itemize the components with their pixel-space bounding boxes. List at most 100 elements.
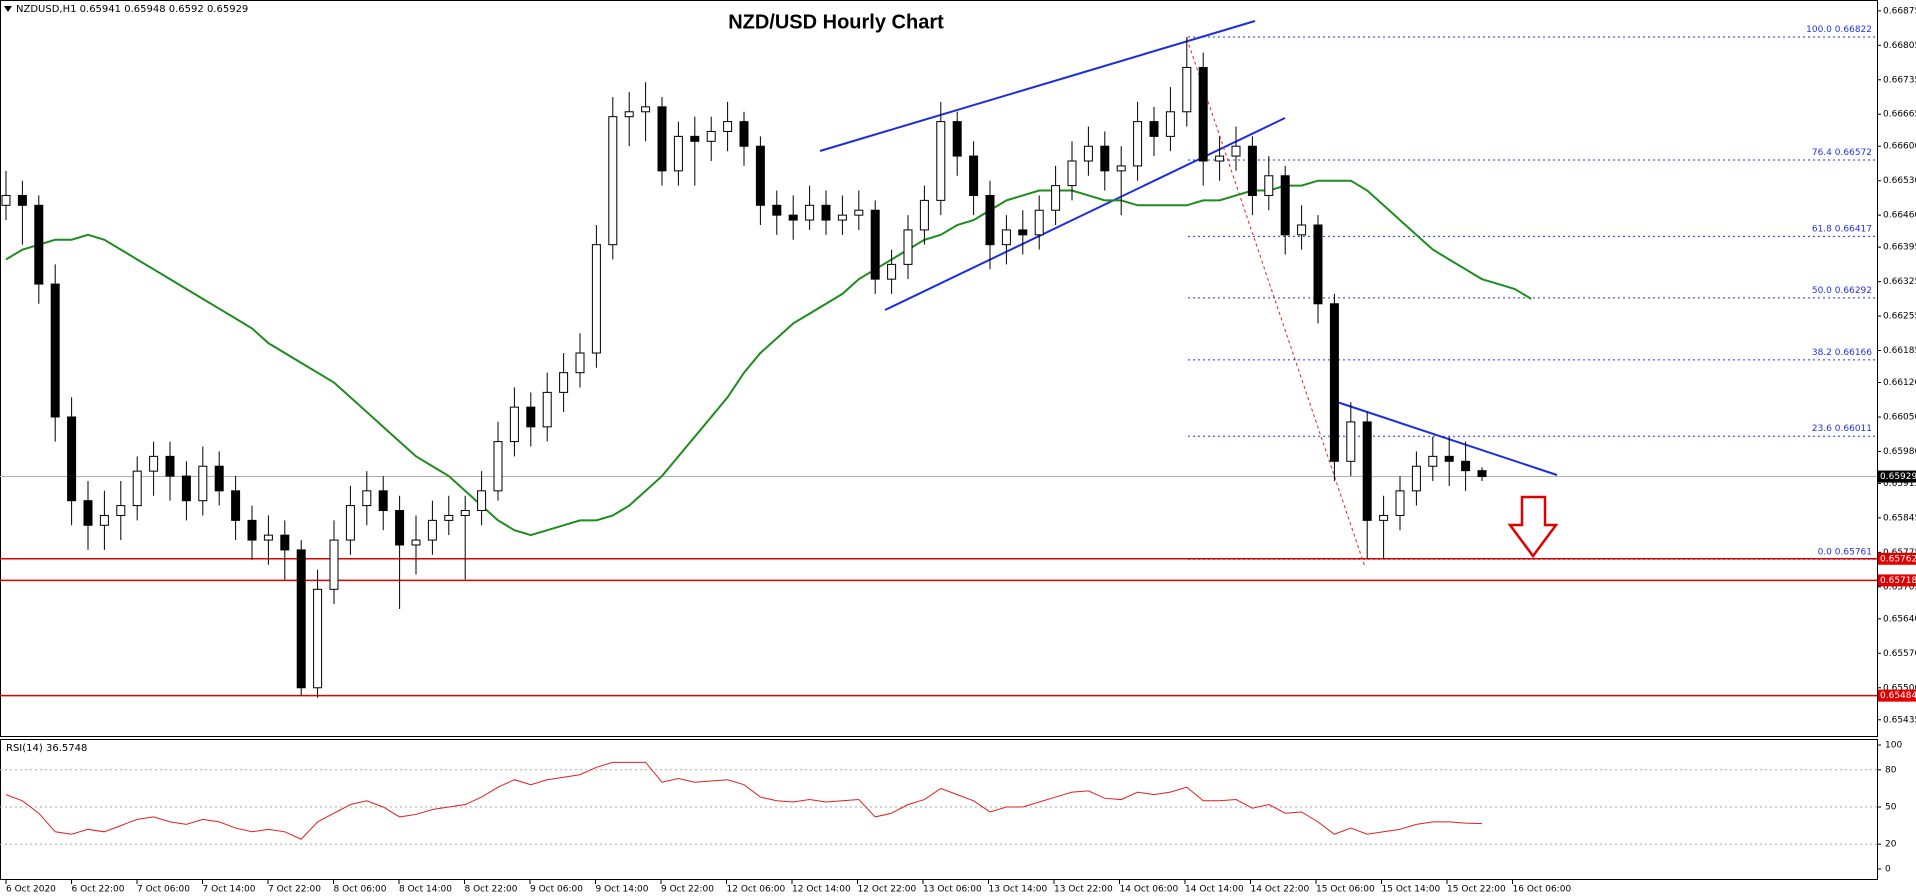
x-tick-label: 9 Oct 06:00 [530, 885, 583, 895]
chart-title: NZD/USD Hourly Chart [728, 11, 944, 33]
candle-body [1362, 421, 1372, 521]
candle-body [1149, 121, 1159, 137]
x-tick-label: 16 Oct 06:00 [1513, 885, 1572, 895]
candle-body [1133, 121, 1143, 167]
candle-body [1280, 175, 1290, 236]
candle-body [739, 121, 749, 147]
price-tag [1878, 689, 1916, 702]
candle-body [362, 490, 372, 507]
candle-body [591, 244, 601, 354]
candle-body [1198, 66, 1208, 162]
rsi-tick-label: 100 [1885, 741, 1902, 751]
candle-body [1329, 303, 1339, 462]
candle-body [1100, 145, 1110, 172]
candle-body [67, 416, 77, 502]
x-tick-label: 8 Oct 14:00 [399, 885, 452, 895]
x-tick-label: 7 Oct 14:00 [203, 885, 256, 895]
x-tick-label: 12 Oct 22:00 [858, 885, 917, 895]
fib-price: 0.66292 [1835, 285, 1872, 295]
price-tag-label: 0.65718 [1880, 576, 1916, 586]
candle-body [378, 490, 388, 512]
candle-body [641, 106, 651, 113]
candle-body [1, 194, 11, 206]
rsi-panel-frame [0, 739, 1878, 880]
moving-average [5, 179, 1532, 537]
y-tick-label: 0.66665 [1883, 110, 1916, 120]
current-price-tag [1878, 470, 1916, 483]
candle-body [116, 505, 126, 516]
x-tick-label: 14 Oct 14:00 [1185, 885, 1244, 895]
candle-body [821, 204, 831, 221]
fib-label: 100.0 0.66822 [1806, 24, 1872, 34]
candle-body [329, 539, 339, 590]
fib-price: 0.66572 [1835, 148, 1872, 158]
x-tick-label: 6 Oct 22:00 [72, 885, 125, 895]
x-tick-label: 6 Oct 2020 [6, 885, 56, 895]
symbol: NZDUSD,H1 [16, 4, 76, 15]
candle-body [624, 111, 634, 118]
candle-body [17, 194, 27, 206]
candle-body [313, 588, 323, 689]
fib-label: 76.4 0.66572 [1812, 148, 1872, 158]
candle-body [1116, 165, 1126, 172]
candle-body [181, 475, 191, 502]
candle-body [526, 406, 536, 428]
rsi-name: RSI(14) [6, 743, 43, 754]
candle-body [411, 539, 421, 546]
fib-price: 0.66417 [1835, 224, 1872, 234]
candle-body [1165, 111, 1175, 137]
candle-body [952, 121, 962, 157]
x-tick-label: 15 Oct 14:00 [1382, 885, 1441, 895]
close: 0.65929 [207, 4, 248, 15]
candle-body [1477, 470, 1487, 478]
candle-body [854, 209, 864, 216]
y-tick-label: 0.66735 [1883, 75, 1916, 85]
candle-body [247, 519, 257, 541]
fib-price: 0.66166 [1835, 347, 1872, 357]
candle-body [34, 204, 44, 285]
rsi-tick-label: 20 [1885, 840, 1897, 850]
fib-price: 0.66822 [1835, 24, 1872, 34]
rsi-line [5, 761, 1483, 840]
x-tick-label: 9 Oct 22:00 [661, 885, 714, 895]
candle-body [198, 465, 208, 502]
rsi-tick-label: 50 [1885, 803, 1897, 813]
candle-body [1313, 224, 1323, 305]
trend-line [884, 117, 1286, 311]
fib-label: 23.6 0.66011 [1812, 424, 1872, 434]
y-tick-label: 0.66255 [1883, 312, 1916, 322]
y-tick-label: 0.66875 [1883, 6, 1916, 16]
candle-body [936, 121, 946, 201]
price-tag-label: 0.65484 [1880, 691, 1916, 701]
x-tick-label: 13 Oct 14:00 [989, 885, 1048, 895]
header: NZDUSD,H1 0.65941 0.65948 0.6592 0.65929 [16, 4, 248, 15]
high: 0.65948 [124, 4, 165, 15]
candle-body [460, 510, 470, 516]
candle-body [493, 441, 503, 492]
candle-body [723, 121, 733, 132]
candle-body [1018, 229, 1028, 236]
open: 0.65941 [80, 4, 121, 15]
x-tick-label: 12 Oct 06:00 [727, 885, 786, 895]
y-tick-label: 0.65705 [1883, 582, 1916, 592]
price-tag-label: 0.65762 [1880, 554, 1916, 564]
candle-body [788, 214, 798, 221]
x-tick-label: 9 Oct 14:00 [596, 885, 649, 895]
candle-body [427, 519, 437, 541]
rsi-tick-label: 80 [1885, 765, 1897, 775]
candle-body [444, 514, 454, 521]
candle-body [1428, 455, 1438, 467]
y-tick-label: 0.66805 [1883, 41, 1916, 51]
candle-body [395, 510, 405, 546]
current-price-label: 0.65929 [1880, 472, 1916, 482]
fib-ratio: 100.0 [1806, 24, 1832, 34]
fib-label: 38.2 0.66166 [1812, 347, 1872, 357]
fib-ratio: 50.0 [1812, 285, 1832, 295]
x-tick-label: 7 Oct 06:00 [137, 885, 190, 895]
candle-body [214, 465, 224, 492]
